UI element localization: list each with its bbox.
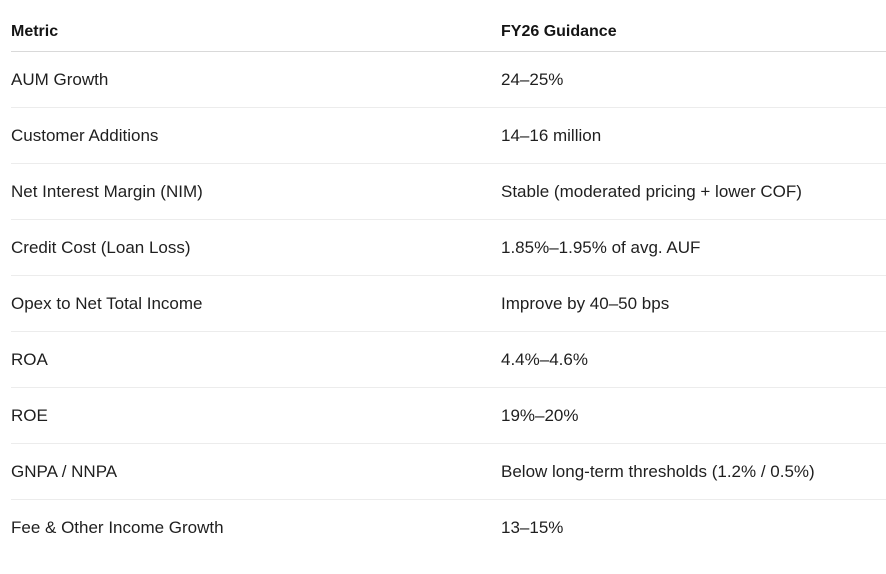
- guidance-cell: Stable (moderated pricing + lower COF): [501, 163, 886, 220]
- column-header-guidance: FY26 Guidance: [501, 13, 886, 52]
- metric-cell: Credit Cost (Loan Loss): [11, 219, 501, 276]
- metric-cell: GNPA / NNPA: [11, 443, 501, 500]
- guidance-cell: 13–15%: [501, 517, 564, 537]
- guidance-cell: 19%–20%: [501, 387, 886, 444]
- table-row: Net Interest Margin (NIM) Stable (modera…: [11, 163, 886, 220]
- table-row: ROE 19%–20%: [11, 387, 886, 444]
- guidance-table: Metric FY26 Guidance AUM Growth 24–25% C…: [11, 13, 886, 555]
- table-row: Customer Additions 14–16 million: [11, 107, 886, 164]
- metric-cell: Opex to Net Total Income: [11, 275, 501, 332]
- metric-cell: Customer Additions: [11, 107, 501, 164]
- column-header-metric: Metric: [11, 13, 501, 52]
- metric-cell: ROA: [11, 331, 501, 388]
- guidance-cell: 24–25%: [501, 51, 886, 108]
- table-header-row: Metric FY26 Guidance: [11, 13, 886, 52]
- table-row: Opex to Net Total Income Improve by 40–5…: [11, 275, 886, 332]
- table-row: GNPA / NNPA Below long-term thresholds (…: [11, 443, 886, 500]
- table-row: ROA 4.4%–4.6%: [11, 331, 886, 388]
- metric-cell: Fee & Other Income Growth: [11, 517, 224, 537]
- guidance-cell: Below long-term thresholds (1.2% / 0.5%): [501, 443, 886, 500]
- metric-cell: Net Interest Margin (NIM): [11, 163, 501, 220]
- guidance-cell: Improve by 40–50 bps: [501, 275, 886, 332]
- table-row: Credit Cost (Loan Loss) 1.85%–1.95% of a…: [11, 219, 886, 276]
- table-row: Fee & Other Income Growth 13–15%: [11, 500, 886, 556]
- guidance-cell: 1.85%–1.95% of avg. AUF: [501, 219, 886, 276]
- metric-cell: ROE: [11, 387, 501, 444]
- metric-cell: AUM Growth: [11, 51, 501, 108]
- guidance-table-container: Metric FY26 Guidance AUM Growth 24–25% C…: [11, 13, 886, 555]
- guidance-cell: 4.4%–4.6%: [501, 331, 886, 388]
- guidance-cell: 14–16 million: [501, 107, 886, 164]
- table-row: AUM Growth 24–25%: [11, 51, 886, 108]
